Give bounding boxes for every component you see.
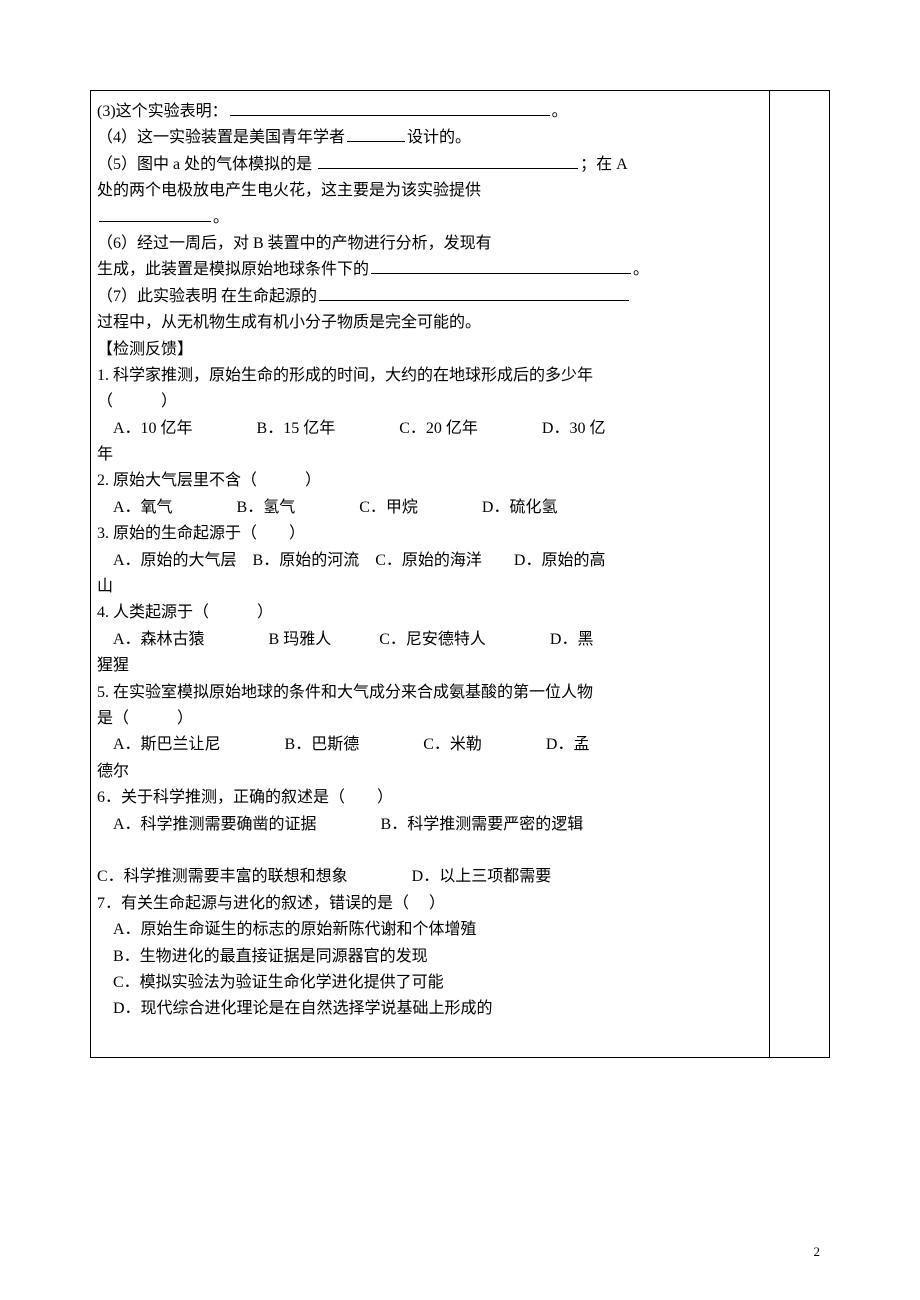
fill-q3: (3)这个实验表明： 。: [97, 99, 763, 125]
mcq1-paren: （ ）: [97, 389, 763, 415]
blank-q4: [347, 126, 405, 142]
mcq7-d: D．现代综合进化理论是在自然选择学说基础上形成的: [97, 996, 763, 1022]
mcq1-opts: A．10 亿年 B．15 亿年 C．20 亿年 D．30 亿: [97, 416, 763, 442]
mcq5-stem-a: 5. 在实验室模拟原始地球的条件和大气成分来合成氨基酸的第一位人物: [97, 680, 763, 706]
q6-text-b: 生成，此装置是模拟原始地球条件下的: [97, 261, 369, 278]
fill-q7-line1: （7）此实验表明 在生命起源的: [97, 284, 763, 310]
mcq3-opts: A．原始的大气层 B．原始的河流 C．原始的海洋 D．原始的高: [97, 548, 763, 574]
fill-q5-line1: （5）图中 a 处的气体模拟的是 ；在 A: [97, 152, 763, 178]
mcq5-opts: A．斯巴兰让尼 B．巴斯德 C．米勒 D．孟: [97, 732, 763, 758]
q3-end: 。: [552, 103, 568, 120]
mcq7-stem: 7．有关生命起源与进化的叙述，错误的是（ ）: [97, 891, 763, 917]
fill-q4: （4）这一实验装置是美国青年学者 设计的。: [97, 125, 763, 151]
blank-q3: [230, 100, 550, 116]
mcq6-opts-b: C．科学推测需要丰富的联想和想象 D．以上三项都需要: [97, 864, 763, 890]
q7-text-a: （7）此实验表明 在生命起源的: [97, 288, 317, 305]
mcq3-opts-tail: 山: [97, 574, 763, 600]
fill-q7-line2: 过程中，从无机物生成有机小分子物质是完全可能的。: [97, 310, 763, 336]
fill-q6-line1: （6）经过一周后，对 B 装置中的产物进行分析，发现有: [97, 231, 763, 257]
page-number: 2: [814, 1244, 821, 1260]
mcq4-stem: 4. 人类起源于（ ）: [97, 600, 763, 626]
fill-q6-line2: 生成，此装置是模拟原始地球条件下的 。: [97, 257, 763, 283]
q5-text-b: ；在 A: [580, 156, 628, 173]
q5-text-d: 。: [213, 209, 229, 226]
main-content: (3)这个实验表明： 。 （4）这一实验装置是美国青年学者 设计的。 （5）图中 a…: [97, 99, 763, 1049]
blank-q6: [371, 258, 631, 274]
mcq6-opts-a: A．科学推测需要确凿的证据 B．科学推测需要严密的逻辑: [97, 812, 763, 838]
mcq5-opts-tail: 德尔: [97, 759, 763, 785]
mcq6-blank: [97, 838, 763, 864]
mcq6-stem: 6．关于科学推测，正确的叙述是（ ）: [97, 785, 763, 811]
mcq4-opts: A．森林古猿 B 玛雅人 C．尼安德特人 D．黑: [97, 627, 763, 653]
mcq7-b: B．生物进化的最直接证据是同源器官的发现: [97, 944, 763, 970]
trailing-blank: [97, 1023, 763, 1049]
mcq1-stem: 1. 科学家推测，原始生命的形成的时间，大约的在地球形成后的多少年: [97, 363, 763, 389]
fill-q5-line2: 处的两个电极放电产生电火花，这主要是为该实验提供: [97, 178, 763, 204]
margin-column: [770, 91, 830, 1058]
mcq7-c: C．模拟实验法为验证生命化学进化提供了可能: [97, 970, 763, 996]
blank-q7: [319, 285, 629, 301]
page-table: (3)这个实验表明： 。 （4）这一实验装置是美国青年学者 设计的。 （5）图中 a…: [90, 90, 830, 1058]
q6-text-c: 。: [633, 261, 649, 278]
blank-q5-1: [318, 153, 578, 169]
blank-q5-2: [99, 206, 211, 222]
mcq2-opts: A．氧气 B．氢气 C．甲烷 D．硫化氢: [97, 495, 763, 521]
mcq5-stem-b: 是（ ）: [97, 706, 763, 732]
q4-text-a: （4）这一实验装置是美国青年学者: [97, 129, 345, 146]
fill-q5-line3: 。: [97, 205, 763, 231]
q5-text-a: （5）图中 a 处的气体模拟的是: [97, 156, 316, 173]
mcq7-a: A．原始生命诞生的标志的原始新陈代谢和个体增殖: [97, 917, 763, 943]
section-title: 【检测反馈】: [97, 337, 763, 363]
mcq4-opts-tail: 猩猩: [97, 653, 763, 679]
mcq3-stem: 3. 原始的生命起源于（ ）: [97, 521, 763, 547]
mcq1-opts-tail: 年: [97, 442, 763, 468]
mcq2-stem: 2. 原始大气层里不含（ ）: [97, 468, 763, 494]
q4-text-b: 设计的。: [407, 129, 471, 146]
q3-text: (3)这个实验表明：: [97, 103, 228, 120]
